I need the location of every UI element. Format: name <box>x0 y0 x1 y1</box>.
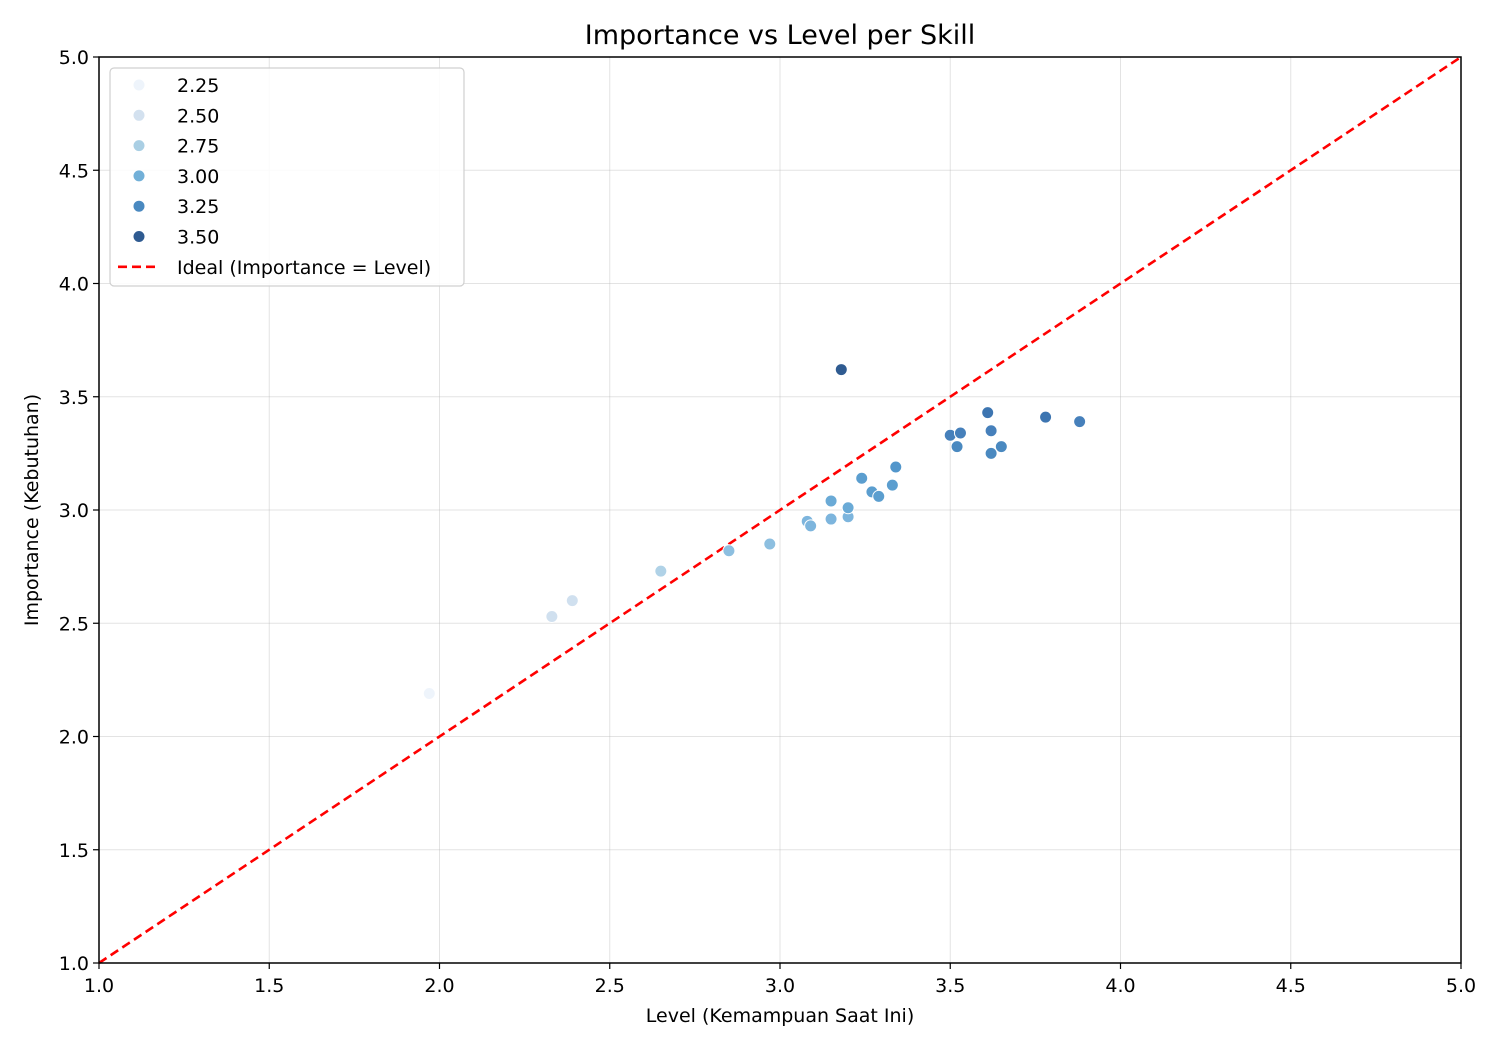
data-point <box>984 446 998 460</box>
data-point <box>841 501 855 515</box>
legend-marker <box>132 108 146 122</box>
x-tick-label: 1.0 <box>84 975 114 997</box>
x-tick-label: 1.5 <box>254 975 284 997</box>
legend-label: 3.00 <box>177 166 219 188</box>
data-point <box>984 424 998 438</box>
data-point <box>889 460 903 474</box>
legend: 2.25 2.50 2.75 3.00 3.25 3.50 Ideal (Importanc… <box>109 67 465 287</box>
ideal-reference-line <box>98 55 1462 965</box>
y-tick-label: 2.5 <box>59 613 89 635</box>
data-point <box>953 426 967 440</box>
x-tick-label: 4.0 <box>1105 975 1135 997</box>
y-tick-label: 1.0 <box>59 953 89 975</box>
legend-label: 3.25 <box>177 196 219 218</box>
data-point <box>824 494 838 508</box>
legend-marker <box>132 139 146 153</box>
data-point <box>565 594 579 608</box>
legend-marker <box>132 78 146 92</box>
legend-marker <box>132 230 146 243</box>
x-tick-label: 4.5 <box>1276 975 1306 997</box>
data-point <box>855 471 869 485</box>
y-tick-label: 1.5 <box>59 840 89 862</box>
data-point <box>872 489 886 503</box>
legend-label: 2.75 <box>177 136 219 158</box>
data-points <box>422 363 1087 700</box>
data-point <box>654 564 668 578</box>
y-tick-label: 4.0 <box>59 274 89 296</box>
y-tick-label: 4.5 <box>59 160 89 182</box>
y-tick-label: 5.0 <box>59 47 89 69</box>
data-point <box>824 512 838 526</box>
chart-title: Importance vs Level per Skill <box>585 20 976 51</box>
legend-marker <box>132 169 146 183</box>
y-tick-label: 3.5 <box>59 387 89 409</box>
y-axis-label: Importance (Kebutuhan) <box>21 394 43 626</box>
data-point <box>763 537 777 551</box>
y-tick-label: 3.0 <box>59 500 89 522</box>
x-tick-label: 5.0 <box>1446 975 1476 997</box>
plot-frame <box>98 56 1462 964</box>
legend-label: 2.25 <box>177 75 219 97</box>
data-point <box>834 363 848 377</box>
legend-reference-line-label: Ideal (Importance = Level) <box>177 257 431 279</box>
data-point <box>885 478 899 492</box>
legend-label: 3.50 <box>177 227 219 249</box>
x-tick-label: 2.0 <box>424 975 454 997</box>
x-axis-label: Level (Kemampuan Saat Ini) <box>646 1005 914 1027</box>
data-point <box>1039 410 1053 424</box>
legend-frame <box>109 67 465 287</box>
axis-ticks: 1.0 1.5 2.0 2.5 3.0 3.5 4.0 4.5 5.0 1.0 1.5 2.0 2.5 3… <box>59 47 1476 997</box>
data-point <box>422 686 436 700</box>
data-point <box>804 519 818 533</box>
data-point <box>981 406 995 420</box>
data-point <box>1073 415 1087 429</box>
data-point <box>994 440 1008 454</box>
y-tick-label: 2.0 <box>59 727 89 749</box>
data-point <box>950 440 964 454</box>
legend-label: 2.50 <box>177 105 219 127</box>
data-point <box>545 609 559 623</box>
data-point <box>722 544 736 558</box>
x-tick-label: 2.5 <box>595 975 625 997</box>
x-tick-label: 3.5 <box>935 975 965 997</box>
legend-marker <box>132 199 146 213</box>
x-tick-label: 3.0 <box>765 975 795 997</box>
